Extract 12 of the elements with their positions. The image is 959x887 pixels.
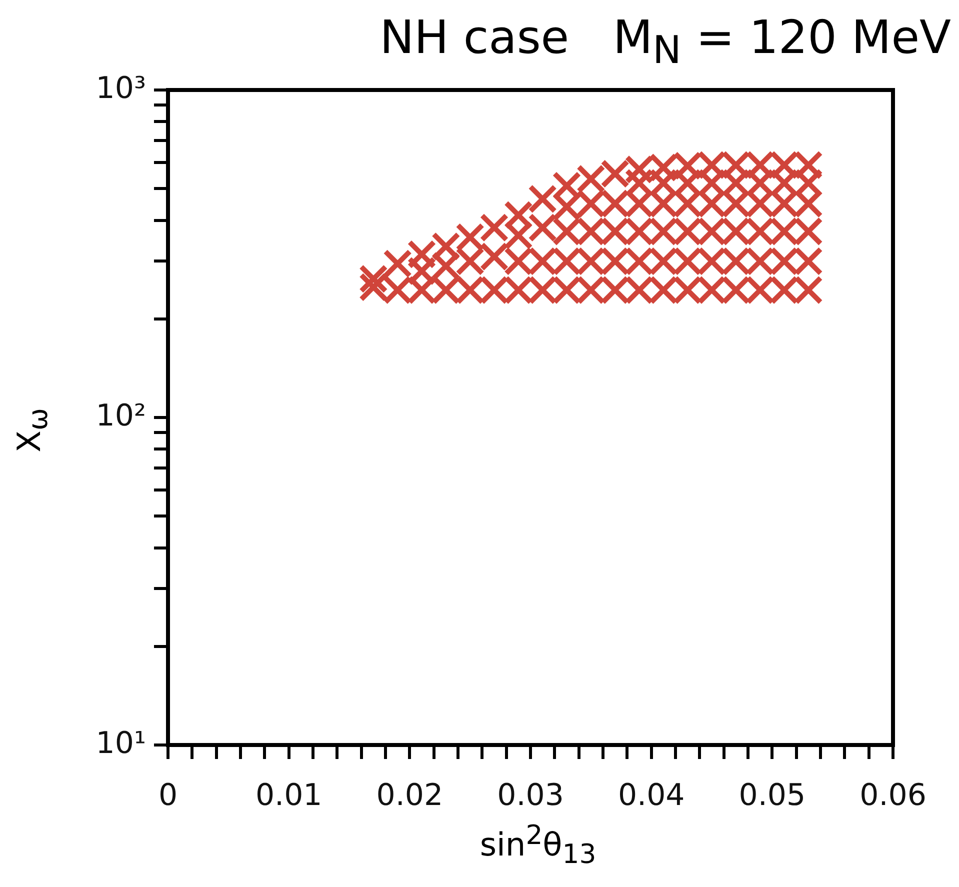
y-tick-label: 10³ [96,70,146,106]
y-tick-label: 10² [96,398,146,434]
x-tick-label: 0.02 [376,778,444,813]
y-tick-label: 10¹ [96,726,146,761]
x-tick-label: 0.01 [255,778,322,813]
x-tick-label: 0.03 [497,778,564,813]
x-tick-label: 0 [158,778,178,813]
x-tick-label: 0.05 [738,778,806,813]
chart-title: NH case M$_{N}$ = 120 MeV [380,10,951,74]
x-tick-label: 0.06 [860,778,926,813]
x-axis-title: sin$^{2}$θ$_{13}$ [478,820,598,870]
x-tick-label: 0.04 [618,778,685,813]
